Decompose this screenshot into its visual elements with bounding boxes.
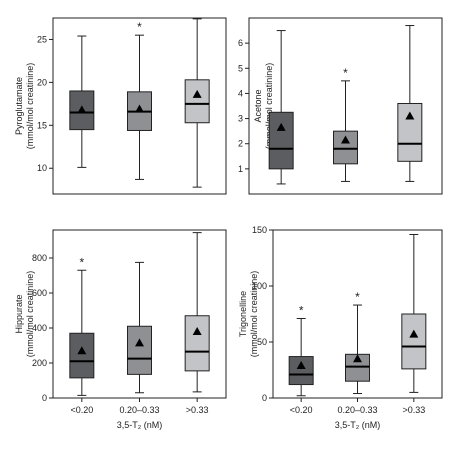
y-axis-label-line: Trigonelline	[238, 291, 248, 337]
mean-marker	[77, 346, 87, 355]
x-tick-label: <0.20	[70, 405, 93, 415]
mean-marker	[409, 329, 419, 338]
y-tick-label: 200	[32, 358, 47, 368]
y-tick-label: 25	[37, 34, 47, 44]
y-axis-label-line: Pyroglutamate	[14, 77, 24, 135]
x-tick-label: 0.20–0.33	[119, 405, 159, 415]
y-tick-label: 100	[252, 281, 267, 291]
significance-star: *	[343, 66, 348, 80]
chart-panel-bottom-right: 0 50 100 150 Trigonelline(mmol/mol creatinin…	[238, 225, 443, 430]
y-axis-label-line: (mmol/mol creatinine)	[25, 63, 35, 150]
mean-marker	[77, 105, 87, 114]
y-tick-label: 15	[37, 120, 47, 130]
y-tick-label: 800	[32, 253, 47, 263]
significance-star: *	[137, 20, 142, 34]
mean-marker	[296, 361, 306, 370]
iqr-box	[184, 79, 210, 124]
iqr-box	[401, 313, 427, 370]
y-tick-label: 0	[262, 393, 267, 403]
iqr-box	[69, 90, 95, 131]
y-tick-label: 4	[238, 88, 243, 98]
box-group-3	[397, 25, 423, 182]
y-tick-label: 0	[42, 393, 47, 403]
y-axis-label-line: (mmol/mol creatinine)	[25, 271, 35, 358]
box-group-2: * 0.20–0.33	[337, 290, 377, 415]
x-tick-label: >0.33	[186, 405, 209, 415]
significance-star: *	[79, 255, 84, 269]
x-axis-label: 3,5-T₂ (nM)	[335, 420, 381, 430]
box-group-1	[69, 35, 95, 168]
mean-marker	[341, 135, 350, 144]
box-group-2: *	[333, 66, 358, 182]
iqr-box	[69, 332, 95, 379]
y-tick-label: 20	[37, 77, 47, 87]
iqr-box	[288, 356, 314, 386]
y-tick-label: 50	[257, 337, 267, 347]
y-tick-label: 3	[238, 114, 243, 124]
x-tick-label: 0.20–0.33	[337, 405, 377, 415]
y-tick-label: 150	[252, 225, 267, 235]
box-group-2: 0.20–0.33	[119, 261, 160, 415]
iqr-box	[184, 315, 210, 372]
chart-panel-top-left: 10 15 20 25 Pyroglutamate(mmol/mol creatinin…	[14, 17, 227, 195]
y-tick-label: 6	[238, 38, 243, 48]
y-axis-label-line: (mmol/mol creatinine)	[249, 271, 259, 358]
chart-panel-bottom-left: 0 200 400 600 800 Hippurate(mmol/mol creatini…	[14, 229, 227, 430]
iqr-box	[268, 111, 294, 170]
mean-marker	[353, 354, 362, 363]
mean-marker	[135, 104, 144, 113]
box-group-1	[268, 30, 294, 185]
plot-frame	[52, 17, 227, 195]
y-tick-label: 600	[32, 288, 47, 298]
y-axis-label-line: (mmol/mol creatinine)	[264, 63, 274, 150]
mean-marker	[192, 327, 202, 335]
mean-marker	[135, 338, 144, 347]
mean-marker	[405, 111, 415, 120]
y-tick-label: 10	[37, 163, 47, 173]
box-group-1: * <0.20	[288, 303, 314, 415]
chart-panel-top-right: 1 2 3 4 5 6 Acetone(mmol/mol creatinine) *	[238, 17, 443, 195]
x-axis-label: 3,5-T₂ (nM)	[117, 420, 163, 430]
box-group-3	[184, 18, 210, 188]
y-axis-label: Acetone(mmol/mol creatinine)	[253, 63, 274, 150]
mean-marker	[276, 122, 286, 131]
y-tick-label: 1	[238, 164, 243, 174]
x-tick-label: >0.33	[402, 405, 425, 415]
box-group-1: * <0.20	[69, 255, 95, 415]
y-axis-label-line: Acetone	[253, 89, 263, 122]
y-axis-label: Hippurate(mmol/mol creatinine)	[14, 271, 35, 358]
y-axis-label: Pyroglutamate(mmol/mol creatinine)	[14, 63, 35, 150]
significance-star: *	[355, 290, 360, 304]
y-axis-label: Trigonelline(mmol/mol creatinine)	[238, 271, 259, 358]
y-axis-label-line: Hippurate	[14, 294, 24, 333]
box-group-3: >0.33	[401, 233, 427, 415]
significance-star: *	[299, 303, 304, 317]
x-tick-label: <0.20	[290, 405, 313, 415]
box-group-3: >0.33	[184, 232, 210, 415]
iqr-box	[127, 325, 152, 375]
y-tick-label: 400	[32, 323, 47, 333]
mean-marker	[192, 89, 202, 98]
y-tick-label: 5	[238, 63, 243, 73]
y-tick-label: 2	[238, 139, 243, 149]
plot-frame	[248, 17, 443, 195]
box-group-2: *	[127, 20, 152, 180]
